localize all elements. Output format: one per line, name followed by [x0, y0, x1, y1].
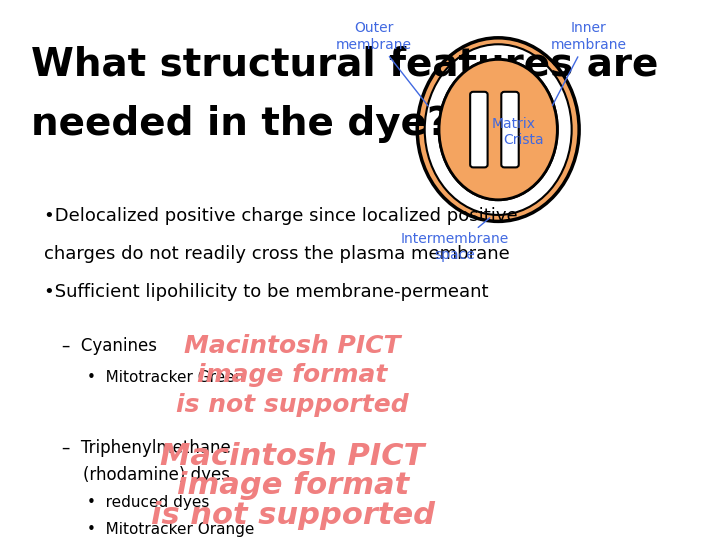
Text: •  Mitotracker Green: • Mitotracker Green — [87, 370, 244, 386]
Text: Intermembrane
space: Intermembrane space — [400, 218, 509, 262]
FancyBboxPatch shape — [501, 92, 518, 167]
Ellipse shape — [417, 38, 579, 221]
Text: (rhodamine) dyes: (rhodamine) dyes — [62, 466, 230, 484]
Text: Outer
membrane: Outer membrane — [336, 22, 428, 106]
Text: charges do not readily cross the plasma membrane: charges do not readily cross the plasma … — [44, 245, 509, 263]
Text: Inner
membrane: Inner membrane — [551, 22, 626, 105]
Text: What structural features are: What structural features are — [31, 46, 659, 84]
Text: needed in the dye?: needed in the dye? — [31, 105, 449, 143]
Ellipse shape — [425, 44, 572, 215]
Text: •Sufficient lipohilicity to be membrane-permeant: •Sufficient lipohilicity to be membrane-… — [44, 282, 488, 301]
Text: image format: image format — [197, 363, 388, 387]
Text: image format: image format — [176, 471, 409, 501]
Text: is not supported: is not supported — [150, 501, 435, 530]
Ellipse shape — [439, 59, 557, 200]
Text: –  Cyanines: – Cyanines — [62, 336, 157, 355]
Text: Crista: Crista — [503, 133, 544, 147]
Text: Matrix: Matrix — [492, 117, 536, 131]
Ellipse shape — [439, 59, 557, 200]
FancyBboxPatch shape — [470, 92, 487, 167]
Text: Macintosh PICT: Macintosh PICT — [184, 334, 401, 357]
Text: –  Triphenylmethane: – Triphenylmethane — [62, 439, 231, 457]
Text: •  Mitotracker Orange: • Mitotracker Orange — [87, 522, 255, 537]
Text: Macintosh PICT: Macintosh PICT — [161, 442, 425, 471]
Text: •  reduced dyes: • reduced dyes — [87, 495, 210, 510]
Text: •Delocalized positive charge since localized positive: •Delocalized positive charge since local… — [44, 207, 517, 225]
Text: is not supported: is not supported — [176, 393, 409, 417]
